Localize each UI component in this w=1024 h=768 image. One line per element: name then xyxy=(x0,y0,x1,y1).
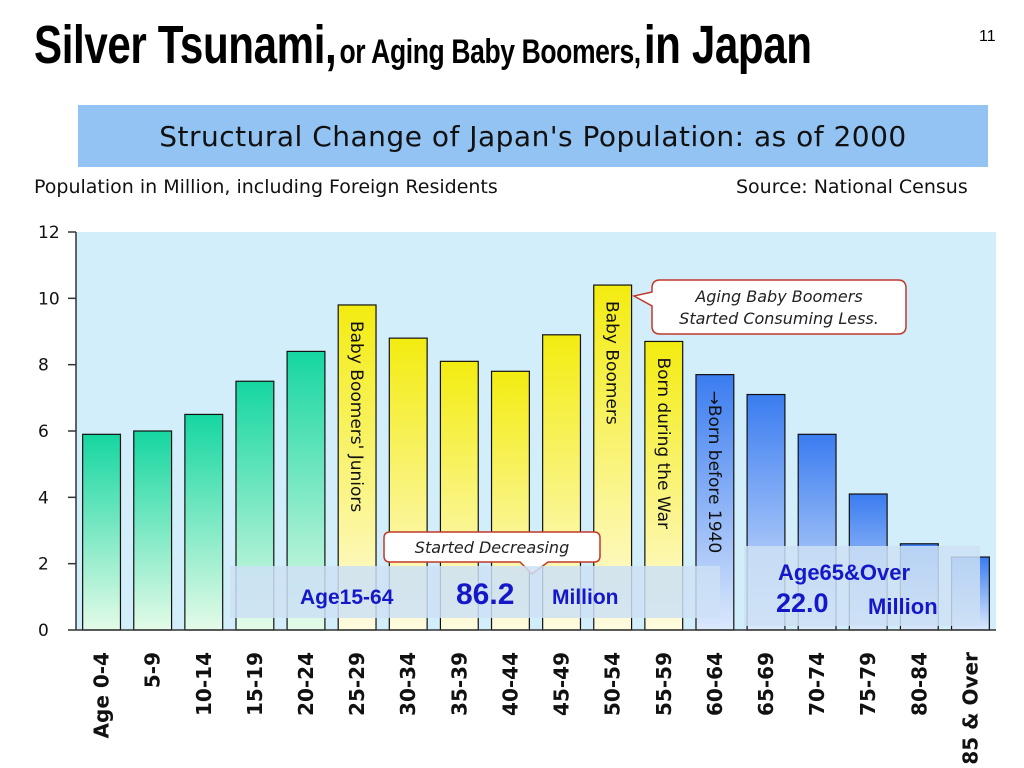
slide-title: Silver Tsunami, or Aging Baby Boomers, i… xyxy=(34,14,812,84)
x-tick-label: 25-29 xyxy=(345,652,369,716)
y-axis-label: Population in Million, including Foreign… xyxy=(34,176,498,198)
bar-5-9 xyxy=(133,430,173,631)
summary-elderly-value: 22.0 xyxy=(776,588,829,618)
title-part-3: in Japan xyxy=(643,15,812,75)
x-tick-label: 55-59 xyxy=(652,652,676,716)
x-tick-label: 70-74 xyxy=(805,652,829,716)
x-tick-label: 5-9 xyxy=(141,652,165,688)
title-part-2: or Aging Baby Boomers, xyxy=(339,33,641,71)
summary-working-age: Age15-64 86.2 Million xyxy=(230,566,720,618)
x-tick-label: 85 & Over xyxy=(958,652,982,765)
callout-consuming-less xyxy=(631,279,907,335)
bar-annotation: →Born before 1940 xyxy=(704,391,724,554)
x-tick-label: 50-54 xyxy=(601,652,625,716)
y-tick-label: 12 xyxy=(38,223,60,243)
x-tick-label: 30-34 xyxy=(396,652,420,716)
bar-annotation: Born during the War xyxy=(653,357,673,529)
summary-working-age-value: 86.2 xyxy=(456,578,515,611)
x-tick-label: 35-39 xyxy=(447,652,471,716)
summary-elderly-unit: Million xyxy=(868,594,938,619)
summary-elderly: Age65&Over 22.0 Million xyxy=(744,546,980,626)
y-tick-label: 4 xyxy=(38,488,49,508)
callout-consuming-less-text: Aging Baby Boomers xyxy=(694,287,862,306)
x-tick-label: Age 0-4 xyxy=(90,652,114,738)
bar-10-14 xyxy=(184,413,224,631)
y-tick-label: 8 xyxy=(38,356,49,376)
x-tick-label: 80-84 xyxy=(907,652,931,716)
bar-annotation: Baby Boomers' Juniors xyxy=(346,321,366,512)
page-number: 11 xyxy=(979,28,996,45)
x-tick-label: 10-14 xyxy=(192,652,216,716)
callout-consuming-less-text: Started Consuming Less. xyxy=(679,309,879,328)
title-part-1: Silver Tsunami, xyxy=(34,15,337,75)
summary-working-age-label: Age15-64 xyxy=(300,586,394,609)
x-tick-label: 75-79 xyxy=(856,652,880,716)
x-tick-label: 40-44 xyxy=(498,652,522,716)
x-tick-label: 60-64 xyxy=(703,652,727,716)
x-tick-label: 65-69 xyxy=(754,652,778,716)
summary-working-age-unit: Million xyxy=(552,586,619,609)
source-label: Source: National Census xyxy=(736,176,968,198)
callout-started-decreasing-text: Started Decreasing xyxy=(415,538,569,557)
y-tick-label: 10 xyxy=(38,289,60,309)
y-tick-label: 6 xyxy=(38,422,49,442)
chart-title-banner: Structural Change of Japan's Population:… xyxy=(78,105,988,167)
bar-age-0-4 xyxy=(82,433,122,631)
y-tick-label: 0 xyxy=(38,621,49,641)
x-tick-label: 45-49 xyxy=(550,652,574,716)
y-tick-label: 2 xyxy=(38,555,49,575)
bar-annotation: Baby Boomers xyxy=(602,301,622,425)
x-tick-label: 15-19 xyxy=(243,652,267,716)
summary-elderly-label: Age65&Over xyxy=(778,560,911,585)
x-tick-label: 20-24 xyxy=(294,652,318,716)
